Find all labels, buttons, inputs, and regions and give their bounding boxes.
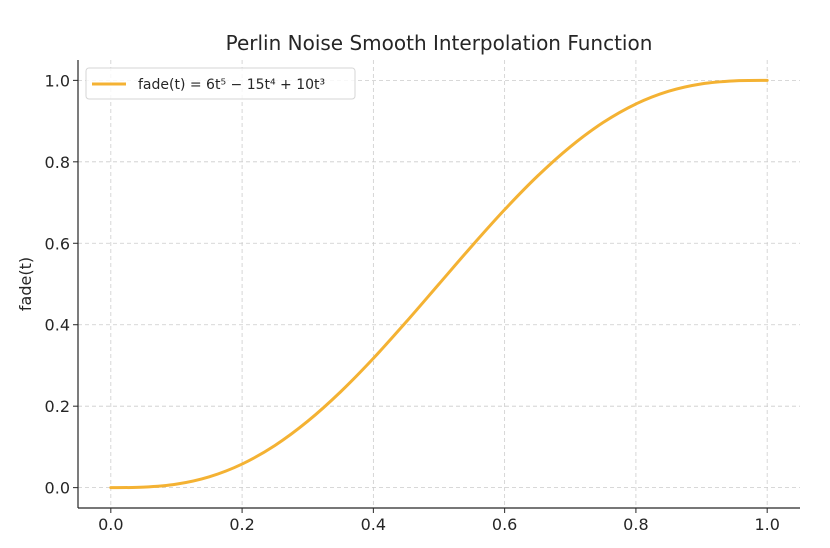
- y-tick-label: 0.4: [45, 316, 70, 335]
- x-tick-label: 0.6: [492, 515, 517, 534]
- y-tick-label: 0.6: [45, 234, 70, 253]
- series-layer: [109, 78, 769, 490]
- grid: [78, 60, 800, 508]
- legend-label: fade(t) = 6t⁵ − 15t⁴ + 10t³: [138, 77, 325, 93]
- chart-title: Perlin Noise Smooth Interpolation Functi…: [226, 31, 653, 55]
- x-tick-label: 0.2: [229, 515, 254, 534]
- x-tick-label: 0.8: [623, 515, 648, 534]
- legend-frame: [85, 67, 356, 100]
- y-tick-label: 0.0: [45, 479, 70, 498]
- y-tick-label: 1.0: [45, 71, 70, 90]
- x-tick-label: 0.0: [98, 515, 123, 534]
- series-line: [109, 78, 769, 490]
- x-tick-label: 1.0: [754, 515, 779, 534]
- y-tick-label: 0.2: [45, 397, 70, 416]
- y-axis-label: fade(t): [16, 257, 35, 311]
- x-tick-label: 0.4: [361, 515, 386, 534]
- legend: fade(t) = 6t⁵ − 15t⁴ + 10t³: [85, 67, 356, 100]
- y-tick-label: 0.8: [45, 153, 70, 172]
- axes: 0.0 0.2 0.4 0.6 0.8 1.0 0.0 0.2 0.4 0.6 0.8 1.0: [45, 60, 800, 534]
